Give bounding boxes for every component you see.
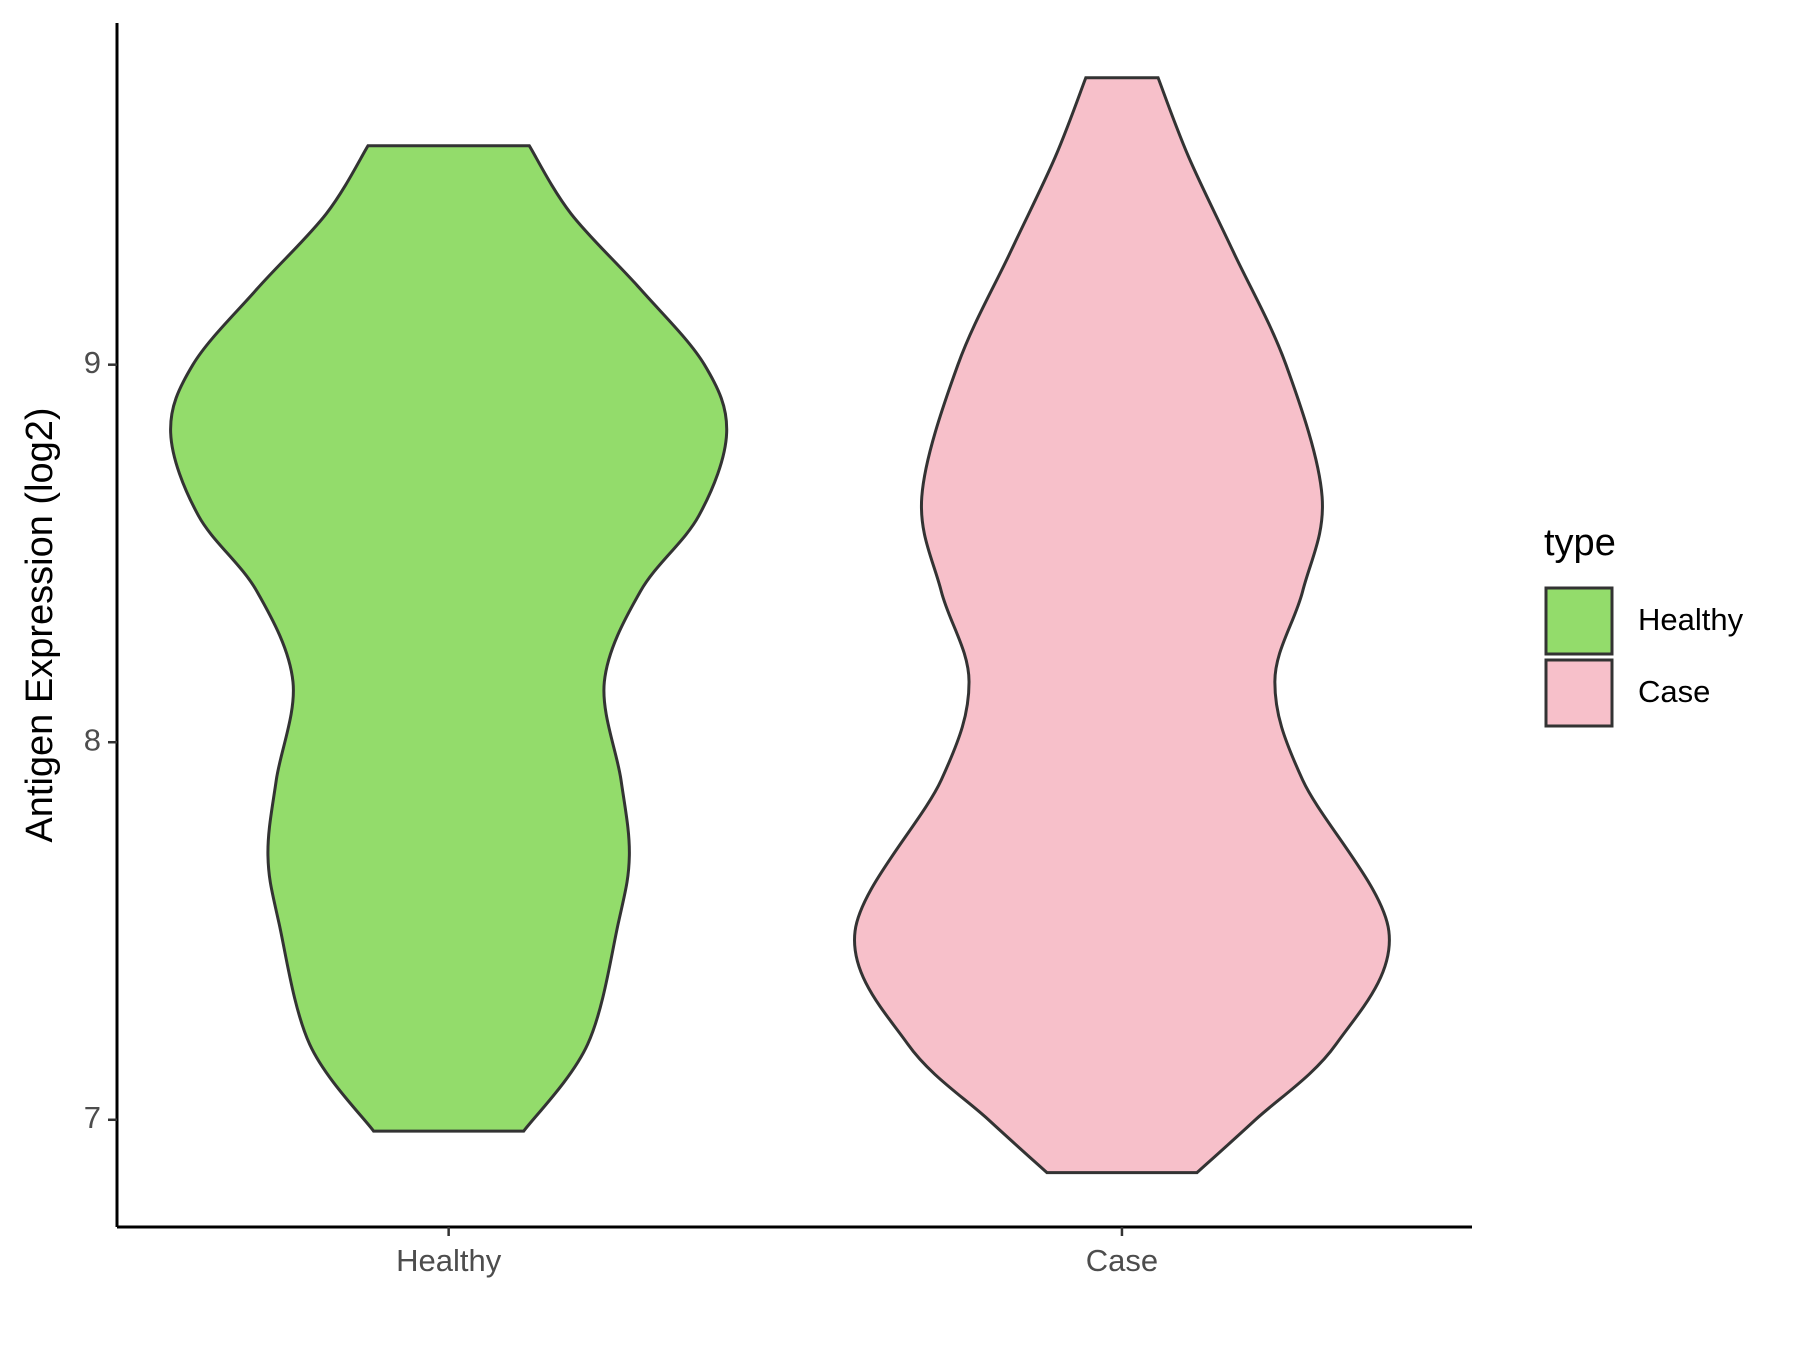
x-tick-label: Healthy — [396, 1243, 502, 1278]
legend-label: Healthy — [1638, 602, 1744, 637]
violin — [169, 144, 729, 1133]
legend-label: Case — [1638, 674, 1710, 709]
legend-key — [1544, 658, 1614, 728]
x-tick-label: Case — [1086, 1243, 1158, 1278]
legend-key — [1544, 586, 1614, 656]
y-tick-label: 9 — [84, 345, 101, 380]
violin — [853, 76, 1391, 1175]
y-tick-label: 8 — [84, 722, 101, 757]
legend-title: type — [1544, 522, 1616, 564]
y-tick-label: 7 — [84, 1100, 101, 1135]
y-axis-title: Antigen Expression (log2) — [19, 407, 61, 842]
